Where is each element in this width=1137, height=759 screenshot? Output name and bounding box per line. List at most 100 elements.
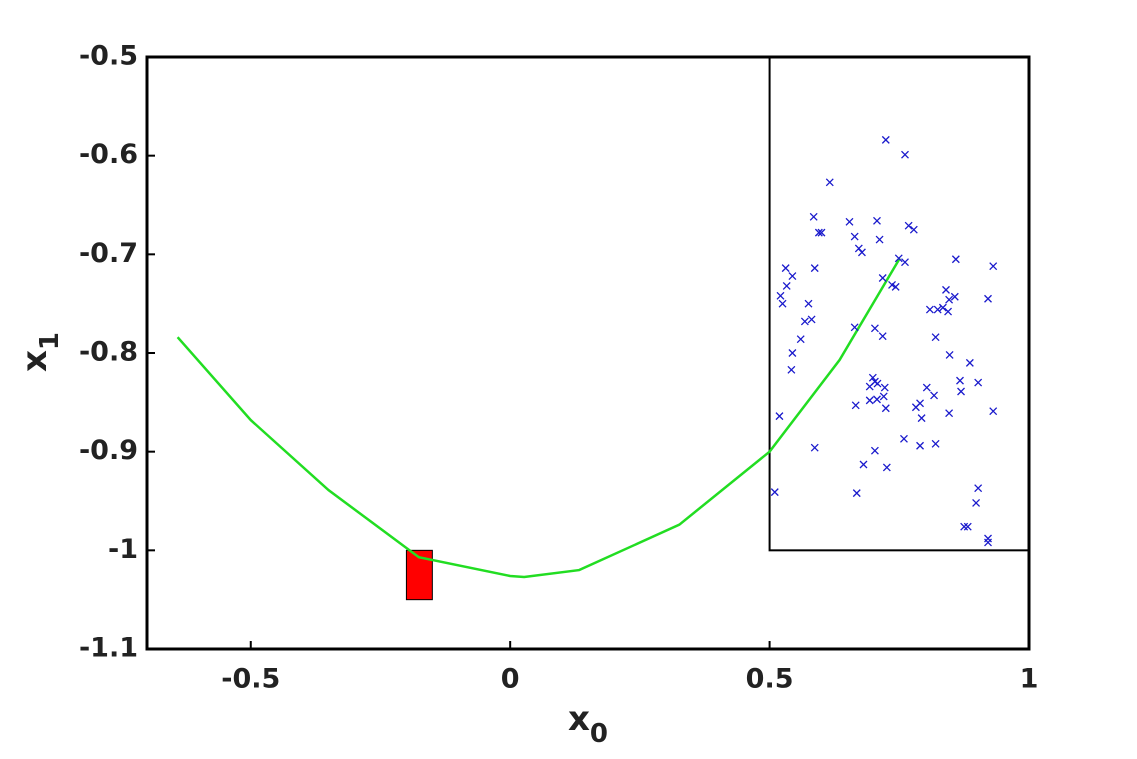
scatter-point xyxy=(796,335,805,344)
scatter-point xyxy=(875,235,884,244)
scatter-point xyxy=(857,248,866,257)
scatter-point xyxy=(931,333,940,342)
scatter-point xyxy=(956,376,964,385)
scatter-point xyxy=(865,382,874,391)
scatter-point xyxy=(984,294,992,303)
scatter-point xyxy=(945,409,954,418)
scatter-point xyxy=(778,299,787,308)
scatter-point xyxy=(770,488,779,497)
y-tick-label: -0.6 xyxy=(79,139,138,170)
scatter-point xyxy=(945,351,954,359)
scatter-point xyxy=(989,407,998,416)
scatter-point xyxy=(882,463,891,472)
scatter-point xyxy=(881,404,890,413)
scatter-point xyxy=(879,392,888,401)
scatter-point xyxy=(788,349,797,357)
scatter-point xyxy=(965,358,974,367)
scatter-point xyxy=(989,262,998,271)
scatter-point xyxy=(788,272,797,280)
scatter-point xyxy=(944,307,953,316)
scatter-point xyxy=(850,232,859,241)
scatter-point xyxy=(787,365,796,374)
x-tick-label: 0.5 xyxy=(746,664,794,695)
scatter-point xyxy=(873,216,881,225)
scatter-point xyxy=(881,135,890,144)
scatter-point xyxy=(974,484,983,493)
scatter-point xyxy=(891,282,900,291)
x-tick-label: 1 xyxy=(1020,664,1039,695)
scatter-point xyxy=(878,332,887,341)
scatter-point xyxy=(945,295,954,304)
scatter-point xyxy=(873,379,882,388)
y-axis-label: x1 xyxy=(15,332,65,372)
scatter-point xyxy=(922,383,931,392)
scatter-point xyxy=(984,534,992,543)
y-tick-label: -0.9 xyxy=(79,435,138,466)
y-tick-label: -1.1 xyxy=(79,633,138,664)
scatter-point xyxy=(873,395,881,404)
scatter-point xyxy=(909,225,918,234)
scatter-point xyxy=(933,305,942,314)
scatter-point xyxy=(930,391,939,400)
scatter-point xyxy=(807,315,816,324)
x-tick-label: 0 xyxy=(501,664,520,695)
scatter-point xyxy=(804,299,813,308)
scatter-point xyxy=(878,274,887,282)
scatter-point xyxy=(817,228,826,237)
scatter-point xyxy=(851,401,860,410)
scatter-point xyxy=(865,396,874,405)
scatter-point xyxy=(810,264,819,273)
scatter-point xyxy=(775,412,784,421)
scatter-point xyxy=(845,217,854,226)
scatter-point xyxy=(781,264,790,273)
scatter-point xyxy=(870,324,879,333)
scatter-point xyxy=(974,378,983,387)
scatter-point xyxy=(957,387,965,396)
scatter-point xyxy=(938,303,947,312)
scatter-point xyxy=(852,489,861,498)
scatter-point xyxy=(776,291,785,300)
scatter-point xyxy=(963,522,972,531)
y-tick-label: -1 xyxy=(108,534,138,565)
scatter-point xyxy=(901,150,909,159)
scatter-point xyxy=(916,399,925,408)
scatter-point xyxy=(950,292,959,301)
scatter-point xyxy=(859,460,868,469)
y-label-subscript: 1 xyxy=(35,332,65,350)
scatter-point xyxy=(904,221,913,230)
scatter-point xyxy=(894,254,903,263)
scatter-point xyxy=(960,522,969,531)
curve xyxy=(176,257,901,579)
scatter-point xyxy=(868,373,877,382)
y-tick-label: -0.7 xyxy=(79,238,138,269)
scatter-point xyxy=(942,285,950,294)
scatter-point xyxy=(782,281,791,290)
x-tick-label: -0.5 xyxy=(221,664,280,695)
scatter-point xyxy=(917,414,926,423)
x-axis-label: x0 xyxy=(568,699,608,749)
scatter-point xyxy=(800,317,809,326)
scatter-point xyxy=(888,280,896,289)
scatter-point xyxy=(972,499,981,507)
scatter-point xyxy=(810,443,819,452)
scatter-point xyxy=(825,178,834,187)
y-tick-label: -0.5 xyxy=(79,41,138,72)
scatter-point xyxy=(931,439,940,448)
plot-frame xyxy=(145,55,1031,651)
scatter-point xyxy=(850,323,859,332)
scatter-point xyxy=(880,383,889,392)
scatter-point xyxy=(984,538,992,547)
x-label-subscript: 0 xyxy=(590,719,608,749)
scatter-point xyxy=(951,255,960,264)
scatter-point xyxy=(901,258,909,267)
y-tick-label: -0.8 xyxy=(79,337,138,368)
scatter-point xyxy=(870,446,879,455)
scatter-point xyxy=(809,212,818,221)
scatter-point xyxy=(900,434,908,443)
x-label-text: x xyxy=(568,699,590,739)
y-label-text: x xyxy=(15,350,55,372)
scatter-point xyxy=(925,305,934,314)
scatter-point xyxy=(814,228,823,237)
scatter-point xyxy=(916,441,925,450)
